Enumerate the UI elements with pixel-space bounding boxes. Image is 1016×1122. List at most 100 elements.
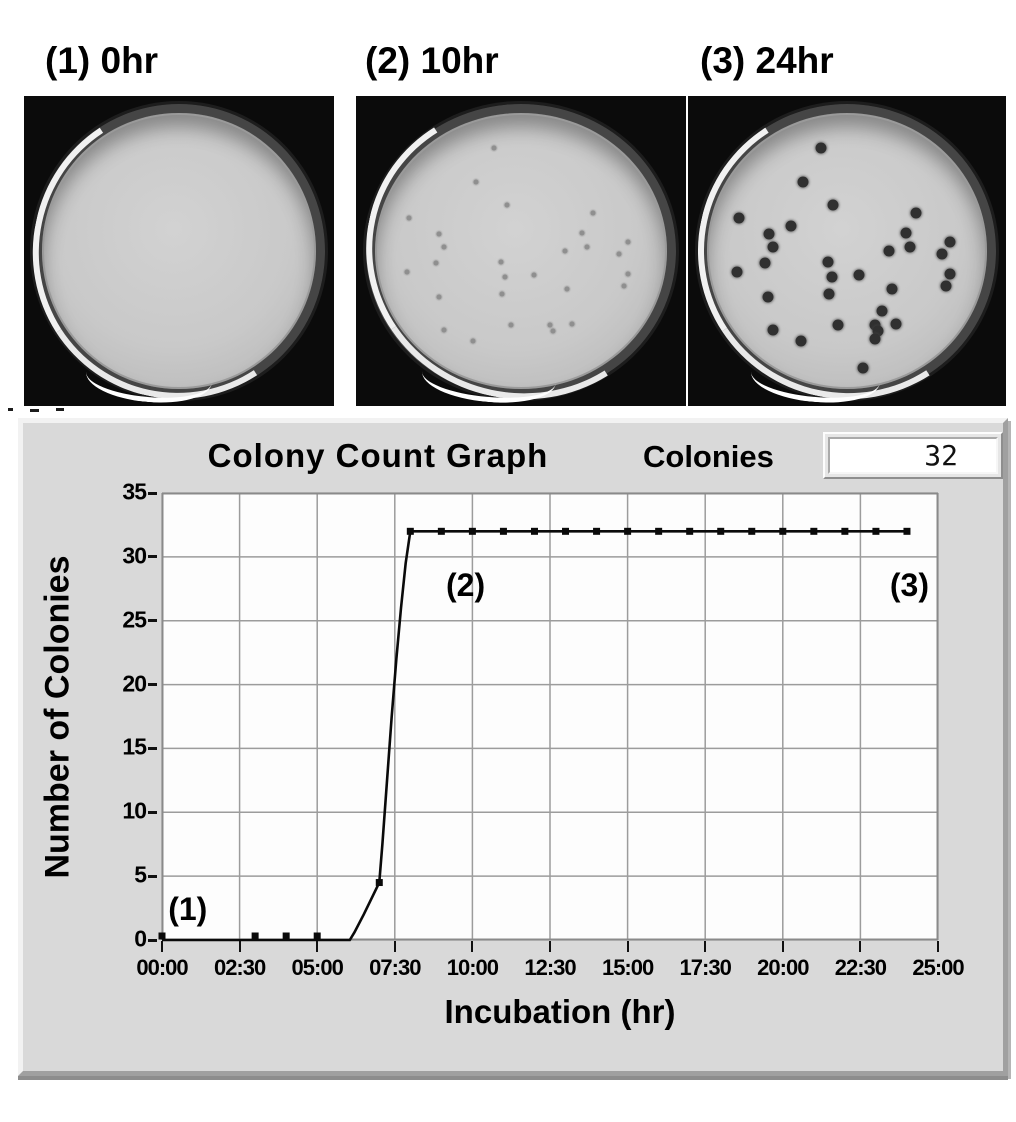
y-tick-label: 15 (122, 733, 147, 760)
colony-dot (731, 266, 743, 278)
x-tick-mark (161, 941, 163, 952)
colony-dot (502, 274, 508, 280)
x-axis-title: Incubation (hr) (444, 993, 676, 1030)
colony-dot (869, 333, 881, 345)
y-tick-mark (148, 938, 157, 942)
colony-dot (759, 257, 771, 269)
colony-count-plot: Number of Colonies Incubation (hr) 0 5 10 1… (39, 478, 965, 1030)
colony-dot (832, 319, 844, 331)
colonies-indicator-display: 32 (828, 437, 998, 474)
colonies-indicator-value: 32 (924, 439, 958, 472)
x-tick-label: 12:30 (524, 955, 576, 980)
colony-dot (433, 260, 439, 266)
colonies-indicator-label: Colonies (643, 439, 774, 474)
y-tick-label: 0 (134, 925, 147, 952)
colony-dot (436, 231, 442, 237)
colony-dot (910, 207, 922, 219)
x-tick-label: 25:00 (912, 955, 964, 980)
cropped-label-artifact (30, 409, 39, 412)
x-tick-label: 20:00 (757, 955, 809, 980)
colony-dot (590, 210, 596, 216)
colony-counter-panel: Colony Count Graph Colonies 32 Number of… (18, 418, 1008, 1076)
petri-dish (697, 103, 997, 399)
x-tick-label: 05:00 (291, 955, 344, 980)
colony-dot (763, 228, 775, 240)
y-tick-label: 10 (122, 797, 147, 824)
colony-dot (767, 241, 779, 253)
colony-dot (936, 248, 948, 260)
colony-dot (827, 199, 839, 211)
colony-dot (441, 244, 447, 250)
colony-dot (795, 335, 807, 347)
annotation-2: (2) (446, 567, 486, 604)
colony-dot (826, 271, 838, 283)
petri-dish-photo-10hr (356, 96, 686, 406)
y-tick-label: 35 (122, 478, 147, 505)
x-tick-mark (859, 941, 862, 952)
annotation-3: (3) (889, 567, 929, 604)
x-tick-label: 07:30 (369, 955, 421, 980)
colony-dot (436, 294, 442, 300)
photo-label-24hr: (3) 24hr (700, 40, 834, 81)
colony-dot (815, 142, 827, 154)
colony-dot (869, 319, 881, 331)
colony-dot (785, 220, 797, 232)
photo-label-10hr: (2) 10hr (365, 40, 499, 81)
x-tick-mark (781, 941, 784, 952)
colony-dot (944, 236, 956, 248)
y-tick-mark (148, 874, 157, 878)
x-tick-label: 22:30 (834, 955, 887, 980)
colony-dot (876, 305, 888, 317)
x-tick-mark (393, 941, 396, 952)
x-tick-mark (549, 941, 551, 952)
chart-title: Colony Count Graph (207, 437, 549, 474)
y-tick-mark (148, 810, 157, 814)
colony-dot (944, 268, 956, 280)
petri-dish-photo-0hr (24, 96, 334, 406)
colony-dot (569, 321, 575, 327)
colony-dot (797, 176, 809, 188)
x-tick-label: 15:00 (601, 955, 654, 980)
x-tick-mark (626, 941, 629, 952)
y-tick-mark (148, 491, 157, 495)
colony-dot (621, 283, 627, 289)
x-tick-mark (316, 941, 319, 952)
colony-dot (531, 272, 537, 278)
colony-dot (547, 322, 553, 328)
x-tick-label: 00:00 (136, 955, 188, 980)
colony-dot (904, 241, 916, 253)
colony-dot (584, 244, 590, 250)
colony-dot (733, 212, 745, 224)
y-tick-label: 5 (134, 861, 147, 888)
y-tick-label: 20 (122, 669, 147, 696)
colony-dot (625, 239, 631, 245)
cropped-label-artifact (56, 408, 64, 411)
colony-dot (498, 259, 504, 264)
colony-dot (625, 271, 631, 277)
colony-dot (491, 145, 497, 151)
colony-dot (872, 325, 884, 337)
colony-dot (579, 230, 585, 236)
y-tick-mark (148, 683, 157, 687)
colony-dot (900, 227, 912, 239)
plot-canvas (158, 492, 939, 942)
colony-dot (767, 324, 779, 336)
x-tick-mark (704, 941, 707, 952)
colony-dot (508, 322, 514, 328)
photo-label-0hr: (1) 0hr (45, 40, 159, 81)
colony-dot (822, 256, 834, 267)
colony-dot (470, 338, 476, 344)
y-tick-label: 25 (122, 606, 147, 633)
x-tick-label: 02:30 (213, 955, 266, 980)
colony-dot (441, 327, 447, 333)
colony-dot (504, 202, 510, 208)
petri-dish-photo-24hr (688, 96, 1006, 406)
x-tick-label: 17:30 (679, 955, 732, 980)
colony-dot (564, 286, 570, 292)
colony-dot (823, 288, 835, 300)
colony-dot (853, 269, 865, 281)
petri-dish (33, 103, 325, 399)
x-tick-label: 10:00 (446, 955, 499, 980)
x-tick-mark (238, 941, 241, 952)
